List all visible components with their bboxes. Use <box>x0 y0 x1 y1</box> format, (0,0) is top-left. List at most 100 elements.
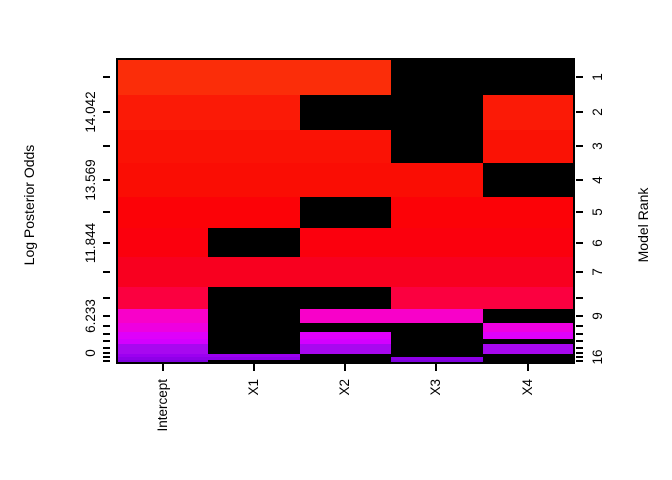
heatmap-cell-x3-rank-6 <box>391 228 483 257</box>
heatmap-cell-x1-rank-9 <box>208 309 300 323</box>
x-axis-tick-x3 <box>435 364 437 371</box>
heatmap-cell-intercept-rank-12 <box>117 339 209 344</box>
heatmap-row-rank-5 <box>117 197 574 228</box>
heatmap-cell-intercept-rank-2 <box>117 95 209 130</box>
left-axis-tick-8 <box>103 297 110 299</box>
heatmap-cell-x3-rank-13 <box>391 344 483 354</box>
heatmap-cell-x3-rank-4 <box>391 163 483 197</box>
heatmap-cell-x2-rank-12 <box>299 339 392 344</box>
heatmap-cell-x2-rank-10 <box>299 323 392 332</box>
right-axis-tick-3 <box>576 145 583 147</box>
right-axis-tick-16 <box>576 360 583 362</box>
left-axis-tick-13 <box>103 347 110 349</box>
heatmap-row-rank-9 <box>117 309 574 323</box>
heatmap-cell-x3-rank-9 <box>391 309 483 323</box>
heatmap-cell-x4-rank-9 <box>482 309 574 323</box>
heatmap-cell-x2-rank-8 <box>299 287 392 309</box>
y-axis-title-right: Model Rank <box>635 187 651 263</box>
heatmap-cell-x2-rank-4 <box>299 163 392 197</box>
heatmap-cell-x4-rank-12 <box>482 339 574 344</box>
heatmap-row-rank-12 <box>117 339 574 344</box>
heatmap-cell-x1-rank-1 <box>208 59 300 95</box>
heatmap-cell-x2-rank-7 <box>299 257 392 287</box>
x-axis-tick-x1 <box>253 364 255 371</box>
heatmap-cell-x1-rank-2 <box>208 95 300 130</box>
heatmap-cell-x2-rank-3 <box>299 130 392 163</box>
x-axis-label-intercept: Intercept <box>155 379 170 432</box>
heatmap-row-rank-15 <box>117 357 574 360</box>
left-axis-tick-4 <box>103 179 110 181</box>
heatmap-cell-x1-rank-12 <box>208 339 300 344</box>
heatmap-cell-intercept-rank-8 <box>117 287 209 309</box>
x-axis-label-x4: X4 <box>520 379 535 396</box>
left-axis-tick-3 <box>103 145 110 147</box>
heatmap-cell-x3-rank-16 <box>391 360 483 363</box>
y-axis-title-left: Log Posterior Odds <box>21 144 37 266</box>
heatmap-cell-x3-rank-1 <box>391 59 483 95</box>
left-axis-tick-10 <box>103 325 110 327</box>
heatmap-row-rank-7 <box>117 257 574 287</box>
right-axis-tick-10 <box>576 325 583 327</box>
heatmap-cell-intercept-rank-5 <box>117 197 209 228</box>
heatmap-cell-intercept-rank-11 <box>117 332 209 339</box>
heatmap-cell-x3-rank-11 <box>391 332 483 339</box>
x-axis-label-x1: X1 <box>246 379 261 396</box>
heatmap-cell-x3-rank-3 <box>391 130 483 163</box>
heatmap-cell-intercept-rank-6 <box>117 228 209 257</box>
left-axis-tick-5 <box>103 211 110 213</box>
right-axis-tick-7 <box>576 271 583 273</box>
right-axis-label-9: 9 <box>590 312 605 320</box>
heatmap-cell-x2-rank-13 <box>299 344 392 354</box>
heatmap-cell-intercept-rank-3 <box>117 130 209 163</box>
left-axis-tick-11 <box>103 333 110 335</box>
right-axis-tick-5 <box>576 211 583 213</box>
heatmap-cell-x2-rank-11 <box>299 332 392 339</box>
right-axis-tick-14 <box>576 352 583 354</box>
right-axis-label-4: 4 <box>590 176 605 184</box>
heatmap-cell-intercept-rank-16 <box>117 360 209 363</box>
heatmap-cell-x2-rank-16 <box>299 360 392 363</box>
right-axis-tick-6 <box>576 242 583 244</box>
heatmap-cell-intercept-rank-10 <box>117 323 209 332</box>
heatmap-cell-x2-rank-6 <box>299 228 392 257</box>
left-axis-tick-15 <box>103 356 110 358</box>
right-axis-label-5: 5 <box>590 208 605 216</box>
right-axis-tick-12 <box>576 340 583 342</box>
left-axis-tick-12 <box>103 340 110 342</box>
heatmap-cell-x3-rank-7 <box>391 257 483 287</box>
right-axis-tick-13 <box>576 347 583 349</box>
heatmap-cell-x1-rank-6 <box>208 228 300 257</box>
right-axis-tick-9 <box>576 315 583 317</box>
heatmap-cell-x1-rank-3 <box>208 130 300 163</box>
heatmap-cell-x4-rank-1 <box>482 59 574 95</box>
heatmap-cell-intercept-rank-4 <box>117 163 209 197</box>
heatmap-cell-x1-rank-16 <box>208 360 300 363</box>
heatmap-cell-x2-rank-9 <box>299 309 392 323</box>
right-axis-tick-4 <box>576 179 583 181</box>
heatmap-cell-x3-rank-2 <box>391 95 483 130</box>
x-axis-label-x2: X2 <box>337 379 352 396</box>
heatmap-cell-x4-rank-5 <box>482 197 574 228</box>
heatmap-row-rank-1 <box>117 59 574 95</box>
heatmap-cell-x4-rank-13 <box>482 344 574 354</box>
right-axis-tick-1 <box>576 76 583 78</box>
heatmap-cell-intercept-rank-14 <box>117 354 209 357</box>
x-axis-tick-x4 <box>527 364 529 371</box>
x-axis-tick-intercept <box>162 364 164 371</box>
heatmap-cell-intercept-rank-9 <box>117 309 209 323</box>
right-axis-label-2: 2 <box>590 108 605 116</box>
heatmap-cell-x4-rank-4 <box>482 163 574 197</box>
heatmap-row-rank-8 <box>117 287 574 309</box>
left-axis-tick-6 <box>103 242 110 244</box>
heatmap-cell-x3-rank-15 <box>391 357 483 360</box>
heatmap-cell-x4-rank-8 <box>482 287 574 309</box>
heatmap-cell-x4-rank-10 <box>482 323 574 332</box>
right-axis-tick-15 <box>576 356 583 358</box>
heatmap-row-rank-3 <box>117 130 574 163</box>
heatmap-cell-intercept-rank-7 <box>117 257 209 287</box>
heatmap-cell-x2-rank-5 <box>299 197 392 228</box>
heatmap-cell-x1-rank-8 <box>208 287 300 309</box>
heatmap-cell-x1-rank-4 <box>208 163 300 197</box>
heatmap-row-rank-13 <box>117 344 574 354</box>
x-axis-label-x3: X3 <box>428 379 443 396</box>
